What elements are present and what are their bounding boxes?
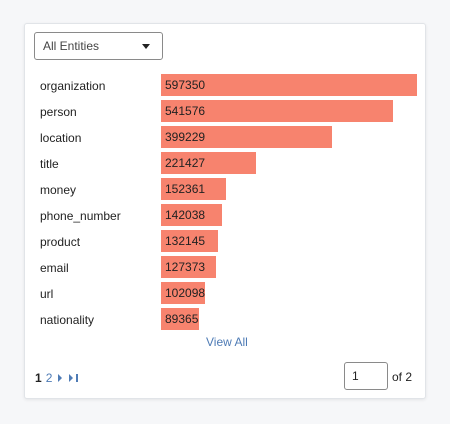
bar-value-label: 541576 (165, 104, 206, 118)
pagination: 1 2 (35, 371, 80, 385)
chevron-down-icon (142, 44, 150, 49)
bar[interactable] (161, 204, 222, 226)
page-number-input[interactable] (344, 362, 388, 390)
bar-value-label: 221427 (165, 156, 206, 170)
chart-row: product 132145 (25, 230, 427, 256)
bar[interactable] (161, 126, 333, 148)
entities-card: All Entities organization 597350 person 541… (24, 23, 426, 399)
last-page-icon[interactable] (68, 373, 80, 383)
bar[interactable] (161, 152, 256, 174)
page-current[interactable]: 1 (35, 371, 42, 385)
chart-row: money 152361 (25, 178, 427, 204)
chart-row: organization 597350 (25, 74, 427, 100)
chart-row: title 221427 (25, 152, 427, 178)
bar-label: product (40, 235, 81, 249)
bar[interactable] (161, 308, 200, 330)
page-total-label: of 2 (392, 370, 413, 384)
bar-value-label: 132145 (165, 234, 206, 248)
bar[interactable] (161, 230, 218, 252)
bar-label: phone_number (40, 209, 121, 223)
bar-label: location (40, 131, 82, 145)
chart-row: url 102098 (25, 282, 427, 308)
bar-label: organization (40, 79, 106, 93)
bar-label: url (40, 287, 54, 301)
entity-filter-value: All Entities (43, 39, 100, 53)
entity-bar-chart: organization 597350 person 541576 location 39… (25, 74, 427, 334)
bar[interactable] (161, 282, 205, 304)
page-next-number[interactable]: 2 (45, 371, 53, 385)
bar-value-label: 102098 (165, 286, 206, 300)
bar-value-label: 127373 (165, 260, 206, 274)
bar-label: nationality (40, 313, 95, 327)
bar-value-label: 399229 (165, 130, 206, 144)
bar[interactable] (161, 100, 394, 122)
bar-label: email (40, 261, 69, 275)
chart-row: nationality 89365 (25, 308, 427, 334)
chart-row: email 127373 (25, 256, 427, 282)
bar[interactable] (161, 178, 227, 200)
bar-value-label: 89365 (165, 312, 199, 326)
bar[interactable] (161, 74, 417, 96)
bar-label: person (40, 105, 77, 119)
chart-row: phone_number 142038 (25, 204, 427, 230)
chart-row: person 541576 (25, 100, 427, 126)
chart-row: location 399229 (25, 126, 427, 152)
bar-value-label: 597350 (165, 78, 206, 92)
entity-filter-dropdown[interactable]: All Entities (34, 32, 163, 60)
bar-label: money (40, 183, 77, 197)
bar-value-label: 142038 (165, 208, 206, 222)
view-all-link[interactable]: View All (206, 335, 248, 349)
bar-value-label: 152361 (165, 182, 206, 196)
bar[interactable] (161, 256, 216, 278)
bar-label: title (40, 157, 59, 171)
chevron-right-icon[interactable] (56, 373, 64, 383)
